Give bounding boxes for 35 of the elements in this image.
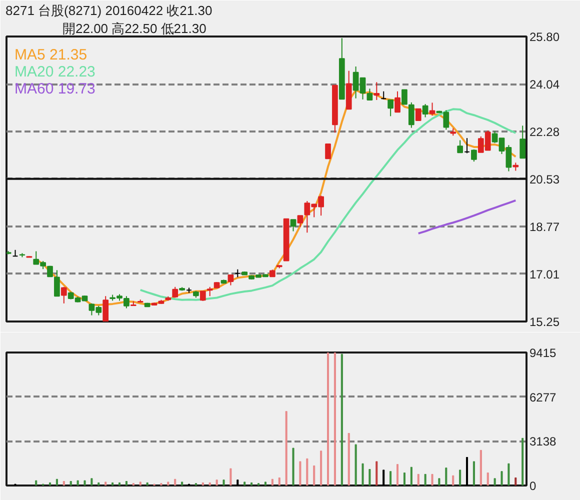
y-tick-label: 6277	[530, 390, 557, 404]
y-tick-label: 24.04	[530, 78, 560, 92]
candlestick	[464, 138, 470, 154]
y-tick-label: 15.25	[530, 315, 560, 329]
candlestick	[60, 286, 67, 304]
candlestick	[471, 148, 477, 162]
chart-title: 8271 台股(8271) 20160422 收21.30	[6, 3, 212, 18]
y-tick-label: 22.28	[530, 125, 560, 140]
candlestick	[422, 104, 428, 118]
text: MA5 21.35	[14, 46, 88, 64]
text: MA60 19.73	[14, 80, 96, 98]
candlestick	[388, 99, 394, 117]
text: MA20 22.23	[14, 64, 96, 80]
candlestick	[394, 90, 400, 113]
y-tick-label: 0	[530, 479, 536, 493]
candlestick	[200, 290, 206, 302]
y-tick-label: 18.77	[530, 220, 560, 234]
candlestick	[457, 140, 463, 154]
candlestick	[520, 125, 526, 159]
y-tick-label: 9415	[530, 346, 557, 360]
y-tick-label: 3138	[530, 434, 557, 449]
line-series	[139, 108, 517, 301]
candlestick	[290, 219, 296, 232]
candlestick	[124, 296, 130, 309]
candlestick	[429, 102, 436, 116]
candlestick	[374, 82, 380, 100]
candlestick	[206, 286, 213, 297]
chart-subtitle: 開22.00 高22.50 低21.30	[62, 21, 206, 36]
candlestick	[415, 108, 422, 122]
candlestick	[102, 296, 109, 322]
y-tick-label: 25.80	[530, 30, 560, 44]
candlestick	[325, 144, 331, 160]
line-series	[417, 199, 517, 234]
y-tick-label: 20.53	[530, 172, 560, 186]
y-tick-label: 17.01	[530, 267, 560, 282]
